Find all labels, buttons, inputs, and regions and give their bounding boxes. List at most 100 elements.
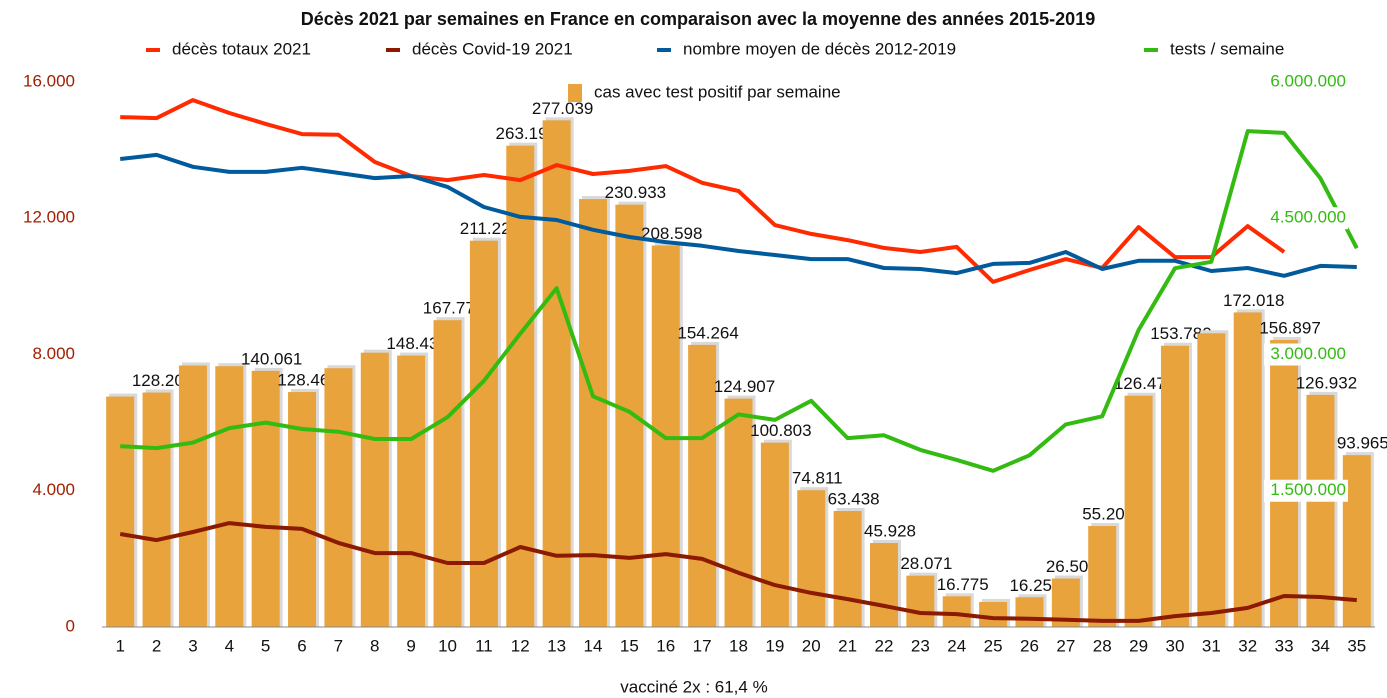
bar (106, 396, 135, 627)
x-tick-label: 6 (297, 636, 306, 655)
data-label: 208.598 (641, 224, 702, 243)
line (120, 129, 1359, 473)
x-tick-label: 10 (438, 636, 457, 655)
data-label: 148.433 (386, 334, 447, 353)
bar (469, 240, 498, 628)
x-tick-label: 17 (693, 636, 712, 655)
bar (1233, 312, 1262, 627)
bar (797, 490, 826, 627)
data-label: 263.192 (496, 124, 557, 143)
line (119, 152, 1357, 278)
x-tick-label: 34 (1311, 636, 1330, 655)
bar (1124, 395, 1153, 627)
data-label: 154.264 (677, 323, 738, 342)
data-label: 74.811 (792, 469, 843, 488)
data-label: 55.206 (1082, 505, 1134, 524)
bar (1306, 394, 1335, 627)
bar (688, 344, 717, 627)
bar (579, 199, 608, 627)
bar (942, 596, 971, 627)
x-tick-label: 19 (765, 636, 784, 655)
line (119, 521, 1357, 623)
legend-label: nombre moyen de décès 2012-2019 (683, 39, 956, 58)
data-label: 93.965 (1337, 434, 1387, 453)
y-tick-label: 4.000 (32, 480, 75, 499)
bar (979, 601, 1008, 627)
x-tick-label: 13 (547, 636, 566, 655)
y-tick-label: 12.000 (23, 208, 75, 227)
x-tick-label: 5 (261, 636, 270, 655)
data-label: 100.803 (750, 421, 811, 440)
data-label: 128.208 (132, 371, 193, 390)
chart-title: Décès 2021 par semaines en France en com… (301, 9, 1095, 29)
data-label: 128.463 (277, 371, 338, 390)
x-tick-label: 11 (475, 636, 493, 655)
bar (1160, 345, 1189, 627)
x-tick-label: 9 (406, 636, 415, 655)
bar (215, 366, 244, 627)
x-tick-label: 8 (370, 636, 379, 655)
bar (1088, 526, 1117, 627)
bar (869, 543, 898, 627)
x-tick-label: 7 (334, 636, 343, 655)
data-label: 28.071 (900, 554, 952, 573)
x-tick-label: 27 (1056, 636, 1075, 655)
x-tick-label: 20 (802, 636, 821, 655)
bar (906, 575, 935, 627)
x-tick-label: 32 (1238, 636, 1257, 655)
bar (1197, 333, 1226, 627)
y2-tick-bg (1264, 71, 1348, 93)
y2-tick-label: 6.000.000 (1270, 71, 1346, 90)
bar (397, 355, 426, 627)
data-label: 16.255 (1009, 576, 1061, 595)
data-label: 124.907 (714, 377, 775, 396)
x-tick-label: 33 (1275, 636, 1294, 655)
data-label: 126.932 (1296, 373, 1357, 392)
bar (542, 120, 571, 627)
bar (760, 442, 789, 627)
x-tick-label: 4 (225, 636, 234, 655)
bar (833, 510, 862, 627)
y-tick-label: 8.000 (32, 344, 75, 363)
bar (178, 365, 207, 627)
x-tick-label: 22 (875, 636, 894, 655)
x-tick-label: 2 (152, 636, 161, 655)
legend-label: tests / semaine (1170, 39, 1284, 58)
bar (142, 392, 171, 627)
y2-tick-bg (1264, 207, 1348, 230)
x-tick-label: 24 (947, 636, 966, 655)
x-tick-label: 35 (1347, 636, 1366, 655)
x-tick-label: 29 (1129, 636, 1148, 655)
x-tick-label: 18 (729, 636, 748, 655)
x-tick-label: 16 (656, 636, 675, 655)
data-label: 156.897 (1259, 319, 1320, 338)
data-label: 45.928 (864, 521, 916, 540)
legend-label: décès Covid-19 2021 (412, 39, 573, 58)
y2-tick-label: 3.000.000 (1270, 344, 1346, 363)
legend-label: cas avec test positif par semaine (594, 82, 841, 101)
x-tick-label: 30 (1165, 636, 1184, 655)
bar (724, 398, 753, 627)
x-tick-label: 3 (188, 636, 197, 655)
x-tick-label: 31 (1202, 636, 1221, 655)
data-label: 230.933 (605, 183, 666, 202)
x-tick-label: 21 (838, 636, 857, 655)
x-tick-label: 25 (984, 636, 1003, 655)
data-label: 153.780 (1150, 324, 1211, 343)
bar (615, 204, 644, 627)
y2-tick-label: 1.500.000 (1270, 480, 1346, 499)
legend-label: décès totaux 2021 (172, 39, 311, 58)
bar (360, 352, 389, 627)
y2-tick-label: 4.500.000 (1270, 208, 1346, 227)
data-label: 277.039 (532, 99, 593, 118)
y-tick-label: 16.000 (23, 71, 75, 90)
data-label: 167.774 (423, 299, 484, 318)
x-tick-label: 23 (911, 636, 930, 655)
data-label: 140.061 (241, 349, 302, 368)
bar (251, 370, 280, 627)
data-label: 16.775 (937, 575, 989, 594)
y-tick-label: 0 (66, 616, 75, 635)
x-tick-label: 15 (620, 636, 639, 655)
bar (324, 368, 353, 627)
